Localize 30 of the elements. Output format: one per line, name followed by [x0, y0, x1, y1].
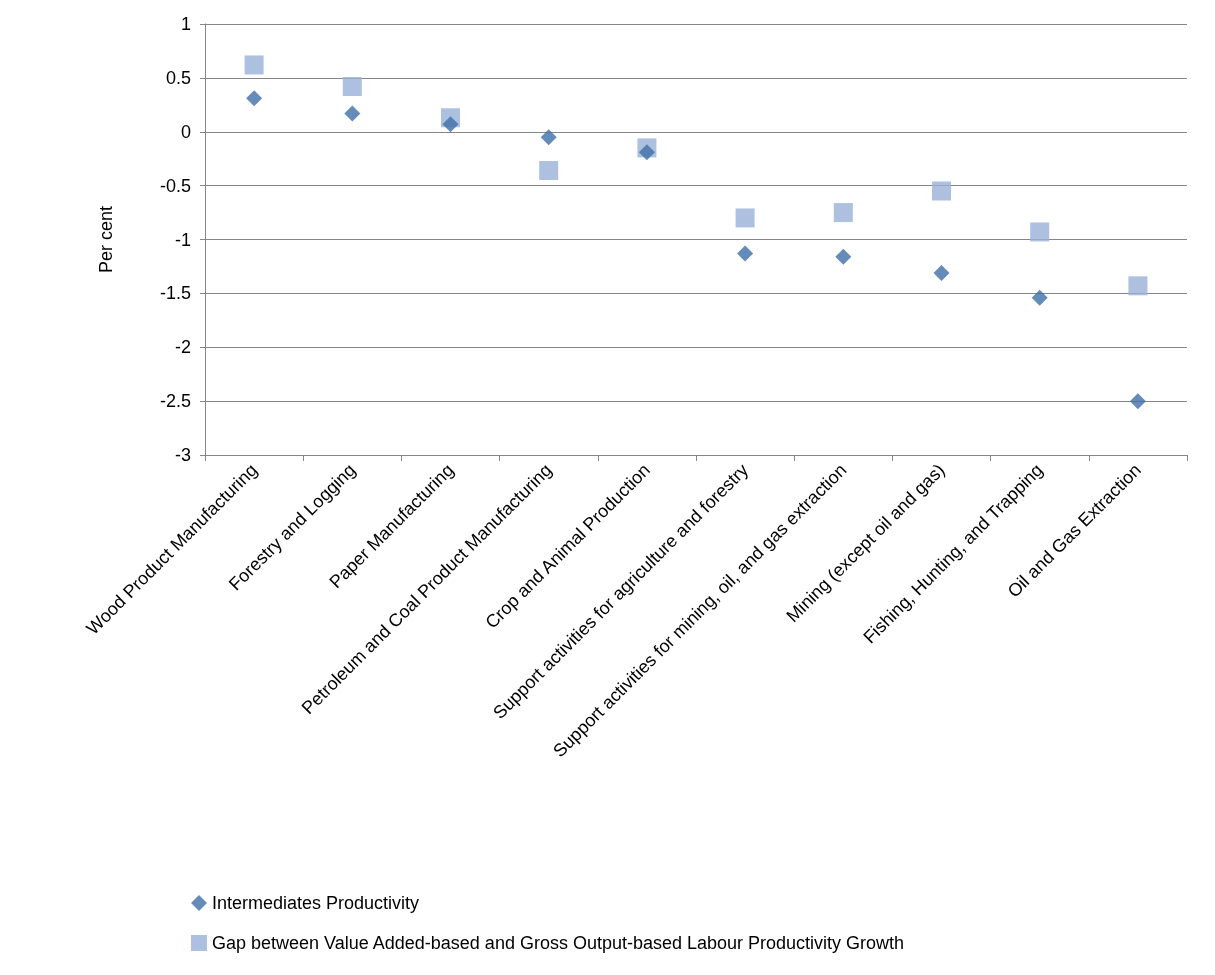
y-tick-label: -1.5: [159, 283, 191, 304]
point: [933, 264, 950, 281]
point: [342, 77, 362, 96]
point: [244, 55, 264, 75]
point: [1129, 393, 1146, 410]
y-tick-label: 0.5: [165, 67, 191, 88]
y-tick-label: -2: [174, 337, 191, 358]
y-axis-title: Per cent: [96, 205, 116, 274]
legend-label: Intermediates Productivity: [212, 893, 420, 913]
point: [1030, 222, 1050, 242]
y-tick-label: -1: [174, 229, 191, 250]
y-tick-label: -0.5: [159, 175, 191, 196]
point: [638, 144, 655, 161]
point: [737, 245, 754, 262]
point: [833, 203, 853, 223]
point: [1031, 289, 1048, 306]
point: [246, 90, 263, 107]
y-tick-label: 0: [180, 121, 191, 142]
point: [344, 105, 361, 122]
point: [540, 129, 557, 146]
point: [539, 161, 559, 181]
point: [735, 208, 755, 228]
point: [442, 116, 459, 133]
point: [932, 181, 951, 201]
legend-label: Gap between Value Added-based and Gross Output-based Labour Productivity Growth: [212, 933, 905, 953]
y-tick-label: 1: [180, 14, 191, 34]
y-tick-label: -3: [174, 445, 191, 465]
point: [835, 248, 852, 265]
point: [1128, 276, 1148, 296]
y-tick-label: -2.5: [159, 391, 191, 412]
